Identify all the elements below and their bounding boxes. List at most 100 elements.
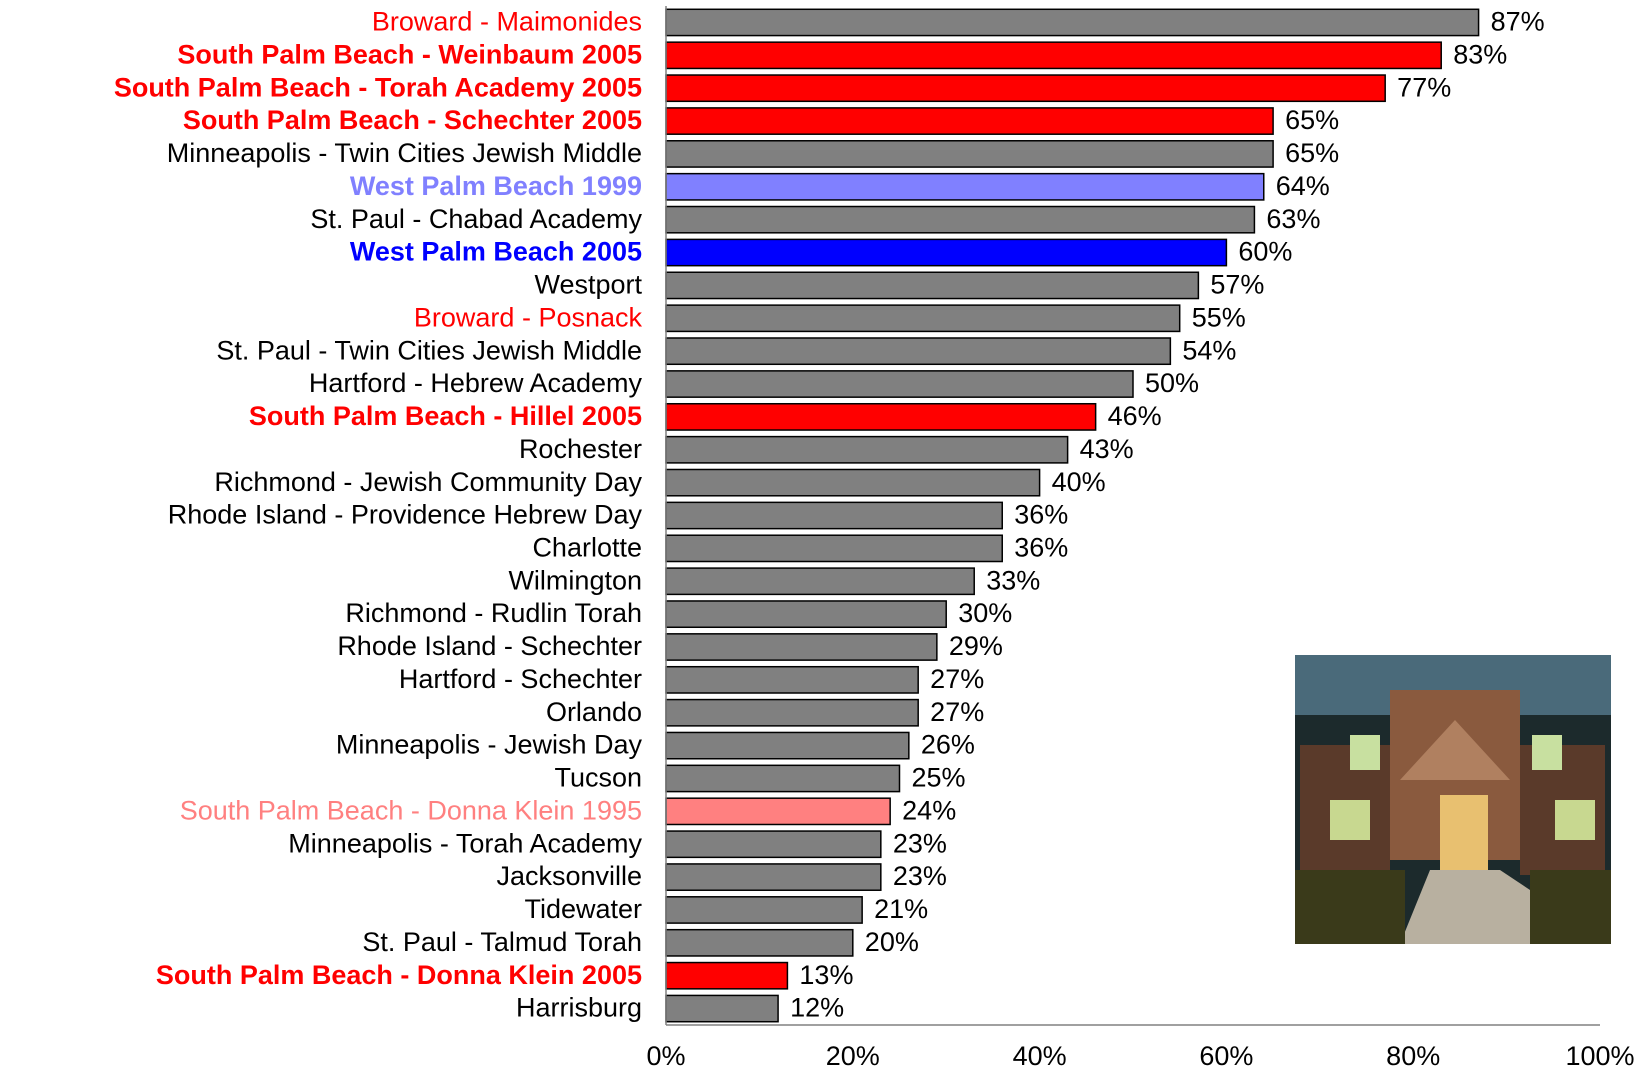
y-tick-label: Rhode Island - Schechter	[337, 631, 642, 661]
bar	[665, 830, 882, 859]
bar	[665, 107, 1274, 135]
y-tick-label: South Palm Beach - Hillel 2005	[249, 401, 642, 431]
value-label: 64%	[1276, 171, 1330, 201]
value-label: 30%	[958, 598, 1012, 628]
y-tick-label: West Palm Beach 1999	[350, 171, 642, 201]
y-tick-label: Broward - Posnack	[414, 302, 643, 332]
y-tick-label: Rhode Island - Providence Hebrew Day	[168, 500, 643, 530]
bar	[665, 961, 789, 990]
x-tick-label: 100%	[1565, 1041, 1634, 1071]
x-tick-label: 60%	[1199, 1041, 1253, 1071]
x-tick-label: 20%	[826, 1041, 880, 1071]
value-label: 26%	[921, 730, 975, 760]
y-tick-label: Minneapolis - Jewish Day	[336, 730, 643, 760]
value-label: 43%	[1080, 434, 1134, 464]
bar	[665, 402, 1097, 431]
value-label: 29%	[949, 631, 1003, 661]
value-label: 65%	[1285, 138, 1339, 168]
y-tick-label: South Palm Beach - Donna Klein 2005	[156, 960, 642, 990]
y-tick-label: South Palm Beach - Weinbaum 2005	[177, 39, 642, 69]
y-tick-label: South Palm Beach - Donna Klein 1995	[180, 795, 642, 825]
value-label: 60%	[1238, 237, 1292, 267]
value-label: 24%	[902, 795, 956, 825]
bar	[665, 764, 901, 793]
value-label: 40%	[1052, 467, 1106, 497]
bar	[665, 567, 975, 596]
value-label: 87%	[1491, 7, 1545, 37]
bar	[665, 731, 910, 760]
y-tick-label: St. Paul - Twin Cities Jewish Middle	[216, 335, 642, 365]
y-tick-label: St. Paul - Chabad Academy	[310, 204, 642, 234]
bar	[665, 337, 1172, 366]
bar	[665, 600, 947, 629]
bar	[665, 238, 1228, 267]
bar	[665, 633, 938, 661]
bar	[665, 468, 1041, 497]
y-tick-label: Tucson	[554, 763, 642, 793]
bar	[665, 665, 919, 694]
bar	[665, 698, 919, 727]
bar	[665, 74, 1386, 103]
y-tick-label: Wilmington	[508, 565, 642, 595]
photo	[1295, 655, 1611, 944]
bar	[665, 863, 882, 891]
value-label: 63%	[1266, 204, 1320, 234]
y-tick-label: Richmond - Rudlin Torah	[345, 598, 642, 628]
bar	[665, 140, 1274, 168]
value-label: 57%	[1210, 270, 1264, 300]
y-tick-label: Hartford - Hebrew Academy	[309, 368, 643, 398]
x-tick-label: 40%	[1013, 1041, 1067, 1071]
y-tick-label: Charlotte	[532, 532, 642, 562]
bar	[665, 8, 1480, 37]
bar	[665, 271, 1200, 300]
y-tick-label: Tidewater	[524, 894, 642, 924]
bar	[665, 205, 1256, 234]
value-label: 25%	[912, 763, 966, 793]
y-tick-label: Rochester	[519, 434, 642, 464]
value-label: 36%	[1014, 500, 1068, 530]
bar	[665, 41, 1442, 70]
value-label: 50%	[1145, 368, 1199, 398]
value-label: 23%	[893, 828, 947, 858]
bar	[665, 435, 1069, 464]
value-label: 54%	[1182, 335, 1236, 365]
y-tick-label: Richmond - Jewish Community Day	[214, 467, 642, 497]
value-label: 27%	[930, 664, 984, 694]
value-label: 55%	[1192, 302, 1246, 332]
value-label: 33%	[986, 565, 1040, 595]
bar	[665, 304, 1181, 333]
bar	[665, 172, 1265, 201]
y-tick-label: Minneapolis - Torah Academy	[288, 828, 642, 858]
value-label: 65%	[1285, 105, 1339, 135]
y-tick-label: South Palm Beach - Torah Academy 2005	[114, 72, 642, 102]
bar	[665, 797, 891, 826]
value-label: 21%	[874, 894, 928, 924]
value-label: 36%	[1014, 532, 1068, 562]
value-label: 23%	[893, 861, 947, 891]
y-tick-label: St. Paul - Talmud Torah	[362, 927, 642, 957]
y-tick-label: South Palm Beach - Schechter 2005	[183, 105, 642, 135]
value-label: 27%	[930, 697, 984, 727]
x-tick-label: 80%	[1386, 1041, 1440, 1071]
bar	[665, 928, 854, 957]
bar	[665, 896, 863, 924]
y-tick-label: West Palm Beach 2005	[350, 237, 642, 267]
y-tick-label: Westport	[534, 270, 642, 300]
x-tick-label: 0%	[646, 1041, 685, 1071]
bar	[665, 370, 1134, 398]
value-label: 12%	[790, 993, 844, 1023]
value-label: 20%	[865, 927, 919, 957]
y-tick-label: Jacksonville	[496, 861, 642, 891]
bar	[665, 534, 1003, 563]
y-tick-label: Harrisburg	[516, 993, 642, 1023]
value-label: 77%	[1397, 72, 1451, 102]
y-tick-label: Minneapolis - Twin Cities Jewish Middle	[167, 138, 642, 168]
y-tick-label: Broward - Maimonides	[372, 7, 642, 37]
y-tick-label: Orlando	[546, 697, 642, 727]
value-label: 13%	[799, 960, 853, 990]
y-tick-label: Hartford - Schechter	[399, 664, 642, 694]
bar	[665, 501, 1003, 530]
value-label: 83%	[1453, 39, 1507, 69]
